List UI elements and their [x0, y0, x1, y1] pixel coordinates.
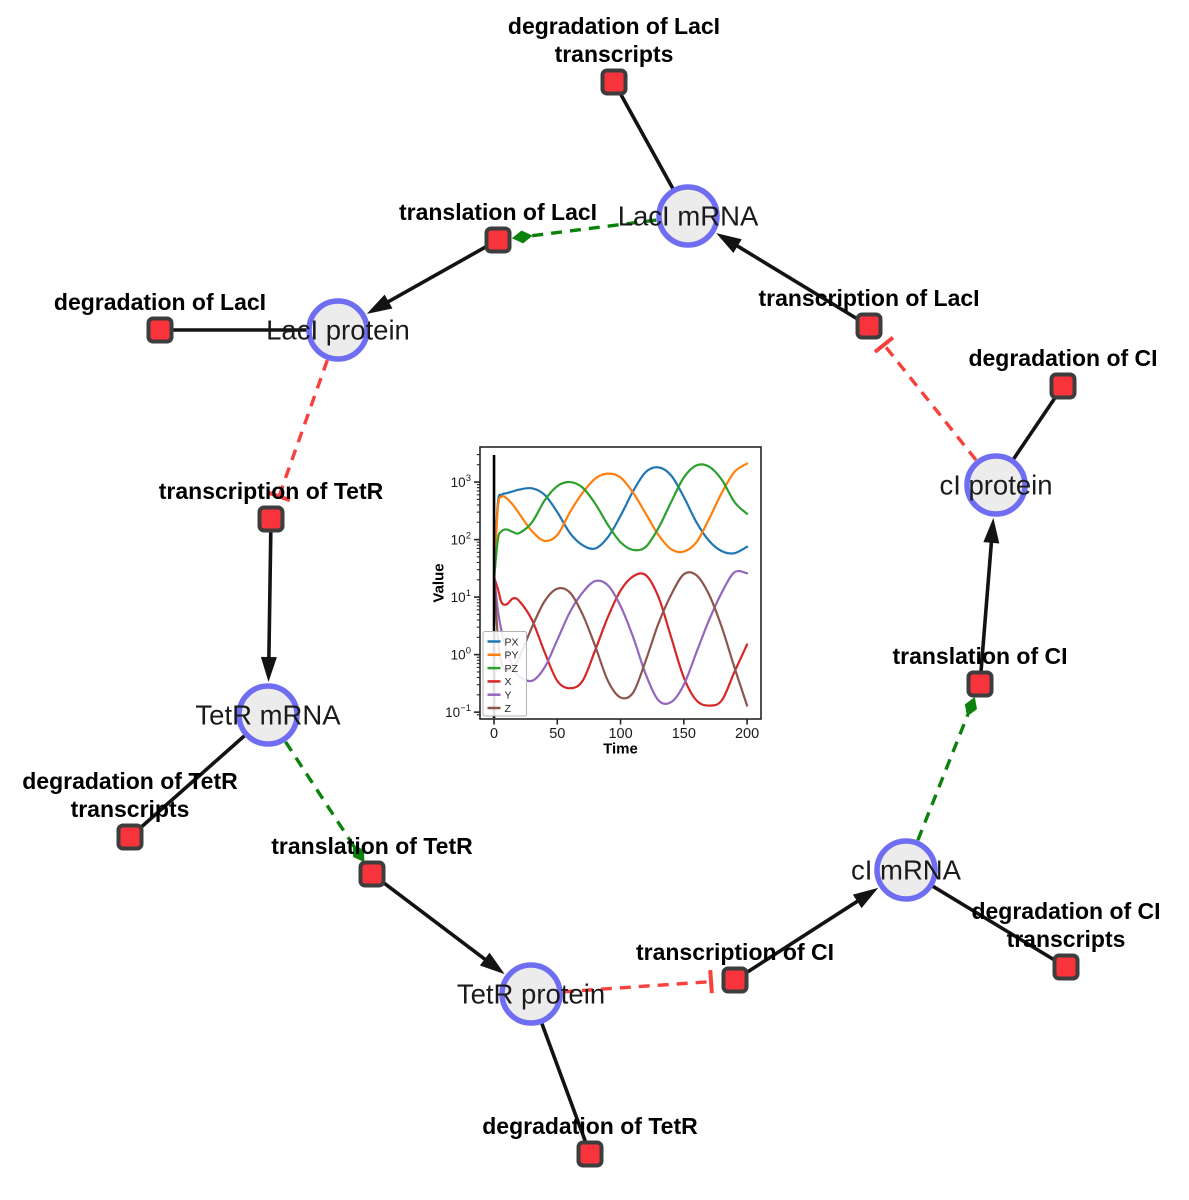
edge-ci-protein-transcription-of-laci — [882, 343, 978, 462]
x-axis-tick-label: 50 — [549, 726, 565, 742]
y-axis-tick-label: 103 — [451, 473, 471, 490]
x-axis-tick-label: 200 — [735, 726, 759, 742]
species-label-tetr-protein: TetR protein — [457, 979, 605, 1010]
edge-ci-protein-transcription-of-laci-tbar-icon — [873, 336, 895, 354]
species-label-ci-mrna: cI mRNA — [851, 855, 962, 886]
edge-tetr-mrna-degradation-of-tetr-transcripts — [128, 734, 246, 839]
reaction-label-degradation-of-laci-line1: degradation of LacI — [54, 289, 266, 315]
series-PZ — [492, 463, 749, 581]
species-node-tetr-mrna — [236, 683, 300, 747]
species-node-tetr-protein — [499, 962, 563, 1026]
species-node-ci-protein — [964, 453, 1028, 517]
reaction-label-degradation-of-tetr-transcripts-line2: transcripts — [71, 796, 190, 822]
edge-ci-mrna-translation-of-ci-diamond-icon — [964, 697, 977, 717]
reaction-node-translation-of-ci — [966, 670, 994, 698]
legend-label-X: X — [505, 676, 512, 688]
edge-tetr-protein-transcription-of-ci-tbar-icon — [708, 970, 714, 994]
species-node-ci-mrna — [874, 838, 938, 902]
species-label-tetr-mrna: TetR mRNA — [195, 700, 341, 731]
reaction-node-degradation-of-ci-transcripts — [1052, 953, 1080, 981]
edges-layer — [128, 81, 1067, 1155]
legend-label-Z: Z — [505, 703, 512, 715]
reaction-node-translation-of-laci — [484, 226, 512, 254]
series-PY — [492, 462, 749, 581]
y-axis-tick-label: 10−1 — [445, 703, 471, 720]
species-node-laci-mrna — [656, 184, 720, 248]
reaction-node-degradation-of-tetr-transcripts — [116, 823, 144, 851]
reaction-node-transcription-of-laci — [855, 312, 883, 340]
reaction-label-transcription-of-laci-line1: transcription of LacI — [758, 285, 979, 311]
reaction-node-transcription-of-ci — [721, 966, 749, 994]
reaction-label-translation-of-ci-line1: translation of CI — [892, 643, 1067, 669]
reaction-label-degradation-of-tetr-transcripts-line1: degradation of TetR — [22, 768, 238, 794]
edge-laci-protein-transcription-of-tetr — [277, 359, 329, 497]
edge-tetr-mrna-translation-of-tetr-diamond-icon — [352, 844, 365, 863]
reaction-label-degradation-of-ci-transcripts-line1: degradation of CI — [971, 898, 1160, 924]
edge-tetr-protein-transcription-of-ci — [562, 979, 712, 994]
edge-laci-mrna-translation-of-laci — [530, 218, 657, 238]
reaction-label-transcription-of-tetr-line1: transcription of TetR — [159, 478, 384, 504]
x-axis-tick-label: 150 — [672, 726, 696, 742]
reaction-label-degradation-of-laci-transcripts-line1: degradation of LacI — [508, 13, 720, 39]
nodes-layer — [116, 68, 1080, 1168]
edge-transcription-of-ci-ci-mrna — [734, 898, 860, 982]
edge-translation-of-tetr-tetr-protein — [370, 872, 488, 962]
species-label-laci-protein: LacI protein — [266, 315, 410, 346]
reaction-label-translation-of-tetr-line1: translation of TetR — [271, 833, 473, 859]
reaction-label-translation-of-laci-line1: translation of LacI — [399, 199, 597, 225]
reaction-label-transcription-of-ci-line1: transcription of CI — [636, 939, 834, 965]
legend-label-PZ: PZ — [505, 663, 519, 675]
reaction-node-transcription-of-tetr — [257, 505, 285, 533]
edge-ci-mrna-translation-of-ci — [916, 714, 970, 841]
edge-translation-of-laci-laci-protein-arrowhead-icon — [366, 294, 393, 314]
edge-tetr-mrna-translation-of-tetr — [284, 740, 356, 848]
y-axis-tick-label: 101 — [451, 588, 471, 605]
reaction-label-degradation-of-ci-line1: degradation of CI — [968, 345, 1157, 371]
species-label-laci-mrna: LacI mRNA — [618, 201, 759, 232]
y-axis-tick-label: 102 — [451, 530, 471, 547]
reaction-label-degradation-of-ci-transcripts-line2: transcripts — [1007, 926, 1126, 952]
edge-transcription-of-laci-laci-mrna — [734, 243, 870, 328]
edge-translation-of-ci-ci-protein-arrowhead-icon — [983, 517, 1000, 544]
edge-transcription-of-tetr-tetr-mrna-arrowhead-icon — [260, 656, 277, 682]
reaction-node-degradation-of-tetr — [576, 1140, 604, 1168]
reaction-node-degradation-of-laci-transcripts — [600, 68, 628, 96]
chart-x-axis-title: Time — [603, 741, 638, 758]
legend-label-Y: Y — [505, 690, 512, 702]
reaction-label-degradation-of-tetr-line1: degradation of TetR — [482, 1113, 698, 1139]
edge-transcription-of-ci-ci-mrna-arrowhead-icon — [852, 887, 879, 909]
reaction-node-translation-of-tetr — [358, 860, 386, 888]
labels-layer: LacI mRNA LacI protein TetR mRNA TetR prote… — [22, 13, 1160, 1139]
edge-laci-protein-transcription-of-tetr-tbar-icon — [267, 490, 291, 503]
species-label-ci-protein: cI protein — [939, 470, 1052, 501]
reaction-node-degradation-of-laci — [146, 316, 174, 344]
legend-label-PX: PX — [505, 636, 519, 648]
reaction-label-degradation-of-laci-transcripts-line2: transcripts — [555, 41, 674, 67]
edge-laci-mrna-degradation-of-laci-transcripts — [612, 81, 675, 190]
edge-transcription-of-tetr-tetr-mrna — [267, 518, 273, 660]
x-axis-tick-label: 0 — [490, 726, 498, 742]
edge-translation-of-laci-laci-protein — [385, 238, 499, 305]
series-PX — [492, 466, 749, 579]
x-axis-tick-label: 100 — [608, 726, 632, 742]
chart-y-axis-title: Value — [431, 563, 448, 602]
edge-translation-of-tetr-tetr-protein-arrowhead-icon — [479, 952, 505, 975]
edge-laci-mrna-translation-of-laci-diamond-icon — [511, 230, 533, 244]
reaction-node-degradation-of-ci — [1049, 372, 1077, 400]
edge-translation-of-ci-ci-protein — [978, 540, 994, 685]
edge-transcription-of-laci-laci-mrna-arrowhead-icon — [716, 233, 742, 253]
y-axis-tick-label: 100 — [451, 645, 471, 662]
species-node-laci-protein — [306, 298, 370, 362]
edge-ci-mrna-degradation-of-ci-transcripts — [931, 884, 1067, 969]
edge-tetr-protein-degradation-of-tetr — [540, 1022, 592, 1155]
series-X — [492, 572, 749, 707]
legend-label-PY: PY — [505, 650, 519, 662]
